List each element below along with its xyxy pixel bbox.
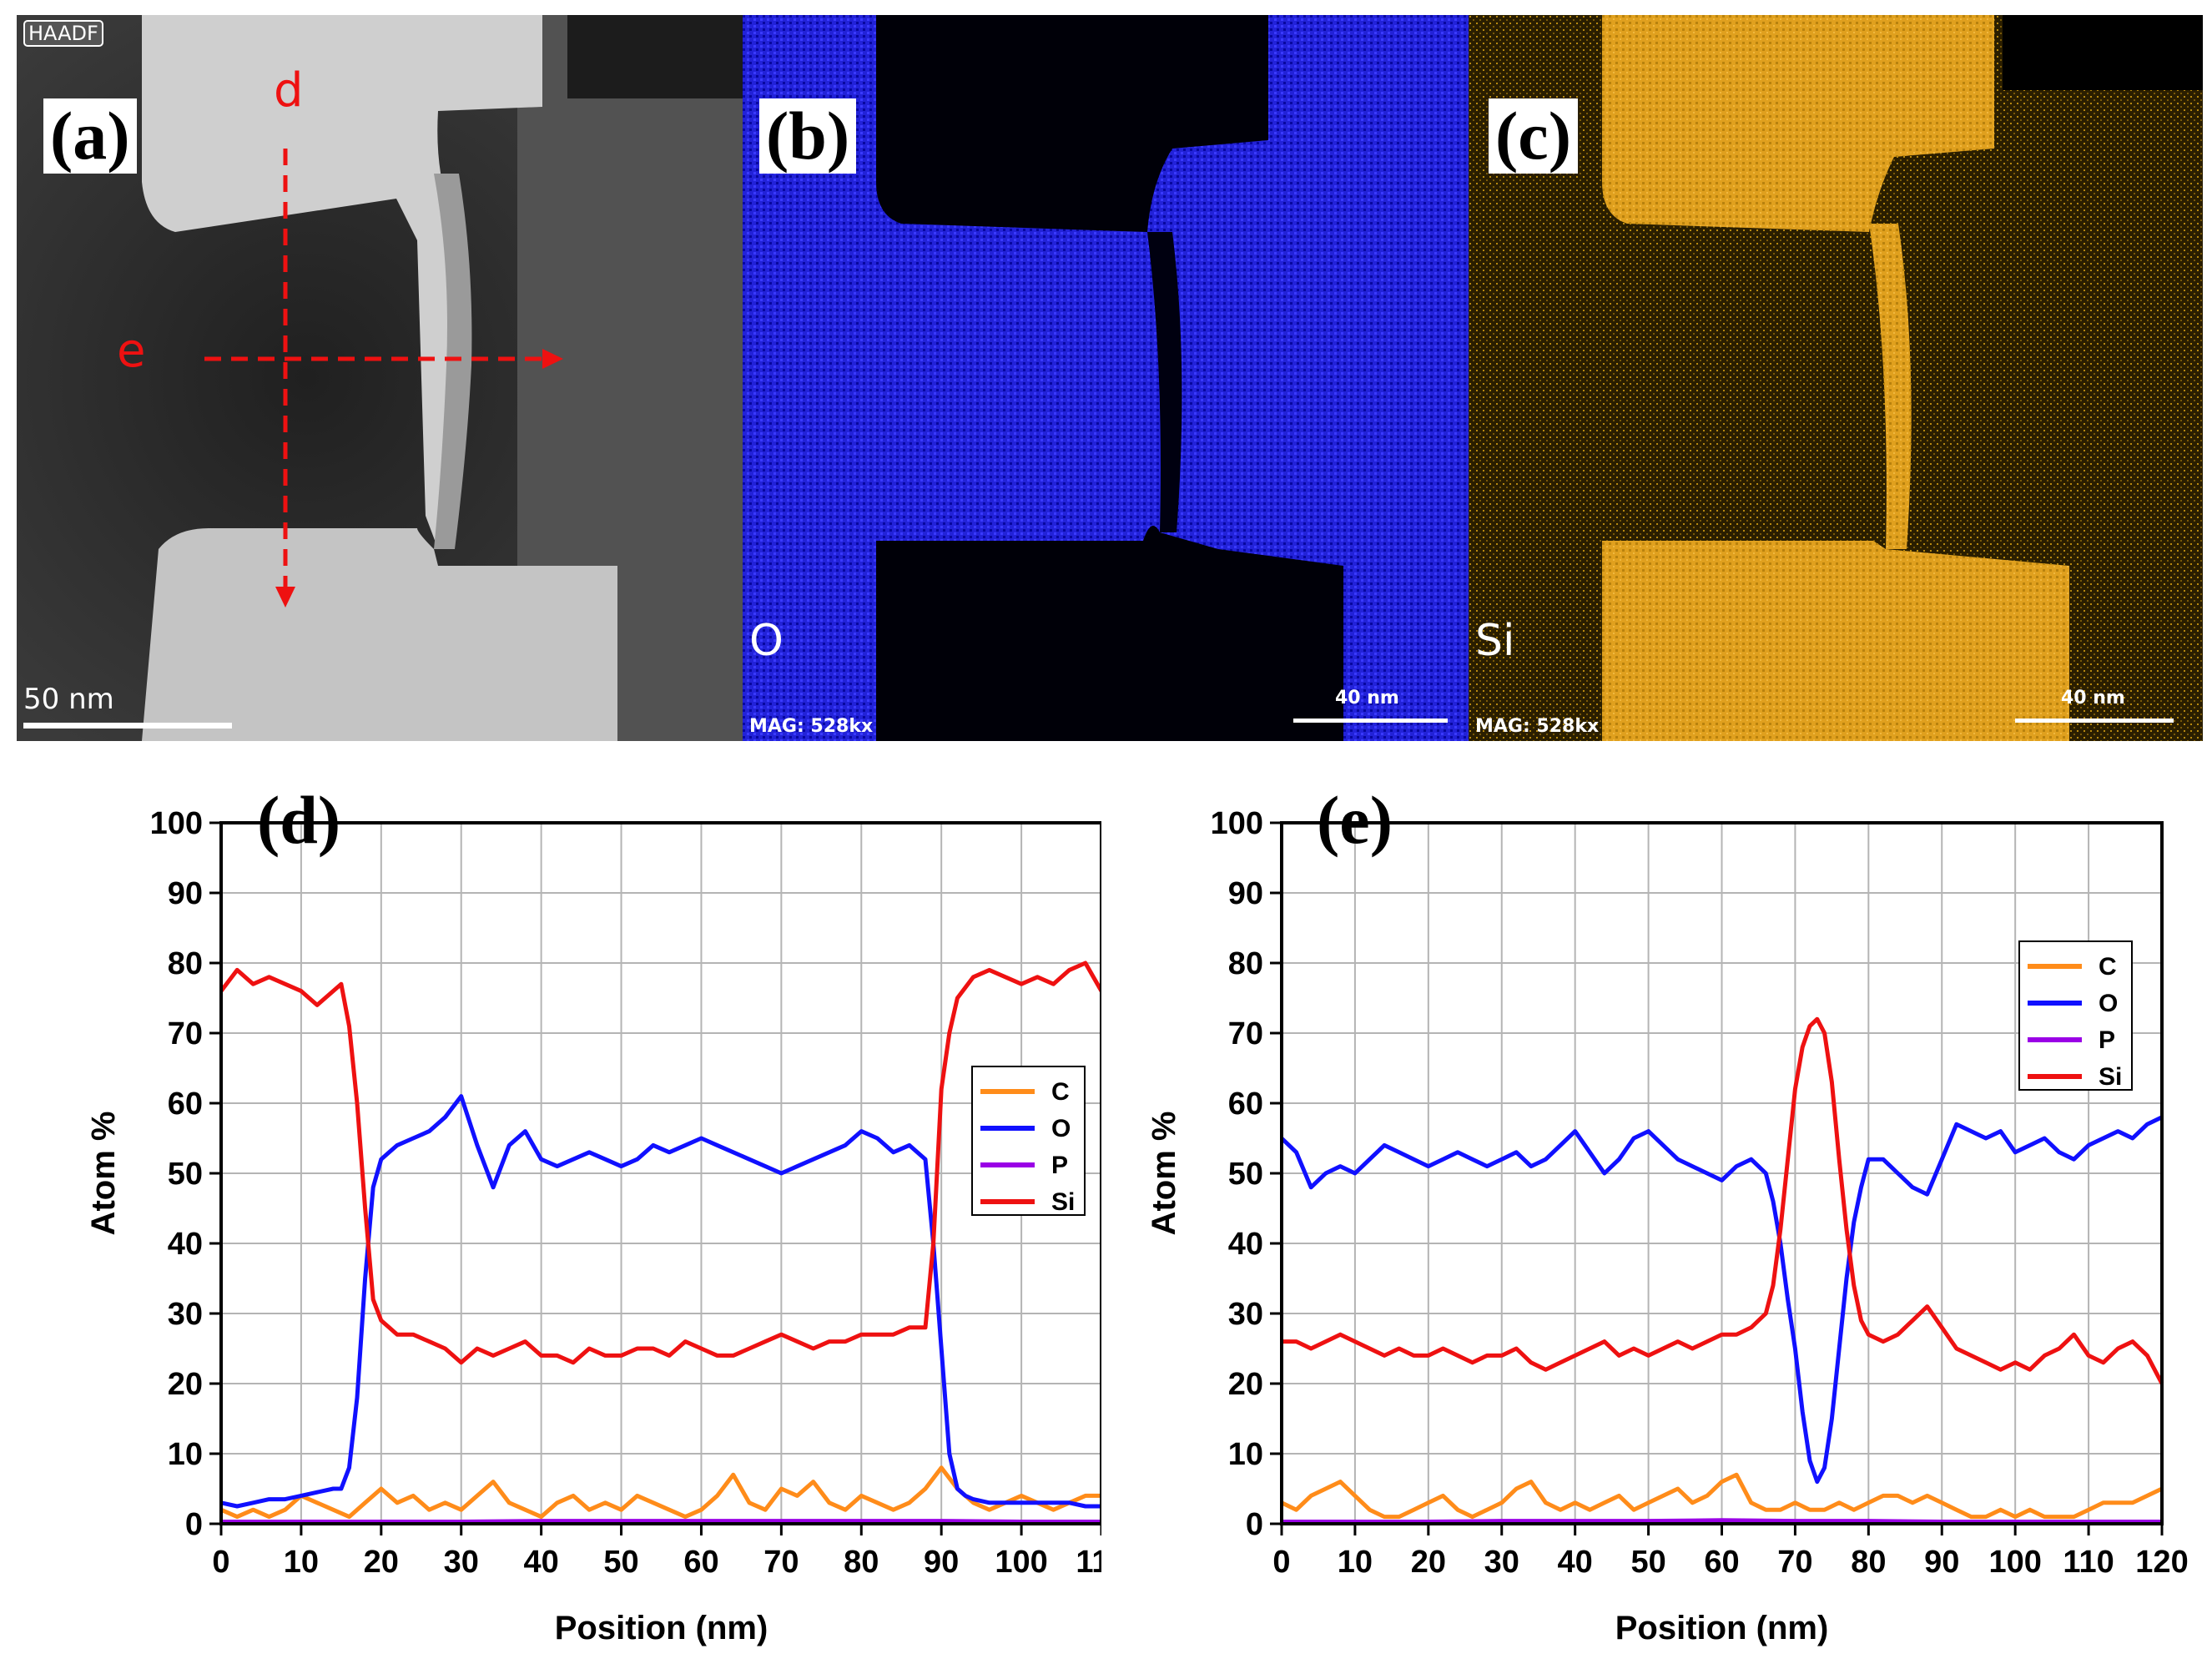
x-tick-label: 10 <box>284 1545 319 1580</box>
y-tick-label: 100 <box>1211 806 1263 841</box>
y-tick-label: 100 <box>150 806 203 841</box>
oxygen-map-image <box>743 15 1469 741</box>
line-profile-chart-d: 0 10 20 30 40 50 60 70 80 90 100 110 0 10 20 30 40 50 60 70… <box>0 751 1127 1670</box>
panel-label-b: (b) <box>759 98 857 174</box>
y-tick-label: 20 <box>168 1367 203 1402</box>
panel-label-a: (a) <box>43 98 137 174</box>
y-tick-label: 70 <box>1228 1016 1263 1051</box>
y-tick-label: 10 <box>1228 1437 1263 1472</box>
x-tick-label: 30 <box>1484 1545 1519 1580</box>
series-line-c <box>1280 1472 2164 1520</box>
x-tick-label: 0 <box>1272 1545 1290 1580</box>
y-tick-label: 0 <box>185 1507 203 1542</box>
x-tick-label: 20 <box>364 1545 399 1580</box>
x-tick-label: 80 <box>1851 1545 1886 1580</box>
x-tick-label: 100 <box>995 1545 1047 1580</box>
magnification-label: MAG: 528kx <box>749 716 874 737</box>
y-tick-label: 20 <box>1228 1367 1263 1402</box>
x-tick-label: 80 <box>844 1545 879 1580</box>
x-tick-label: 60 <box>683 1545 718 1580</box>
series-line-c <box>219 1465 1101 1520</box>
detector-label: HAADF <box>23 20 103 47</box>
y-axis-title: Atom % <box>1146 1112 1182 1236</box>
x-tick-label: 120 <box>2135 1545 2188 1580</box>
line-label-d: d <box>274 63 304 118</box>
x-tick-label: 90 <box>924 1545 959 1580</box>
x-tick-label: 10 <box>1338 1545 1373 1580</box>
element-label-si: Si <box>1475 616 1515 666</box>
arrowhead-d-icon <box>275 587 295 608</box>
x-tick-label: 70 <box>1777 1545 1812 1580</box>
magnification-label: MAG: 528kx <box>1475 716 1600 737</box>
series-line-p <box>221 1519 1101 1524</box>
y-tick-label: 60 <box>168 1087 203 1122</box>
oxygen-map-panel: (b) O MAG: 528kx 40 nm <box>743 15 1469 741</box>
legend-label-c: C <box>1051 1078 1070 1106</box>
y-tick-label: 50 <box>1228 1157 1263 1192</box>
x-tick-label: 40 <box>523 1545 558 1580</box>
legend-label-p: P <box>2099 1026 2115 1054</box>
y-tick-label: 40 <box>1228 1227 1263 1262</box>
legend-label-p: P <box>1051 1152 1068 1179</box>
panel-label-c: (c) <box>1489 98 1579 174</box>
scale-bar-label: 40 nm <box>1335 688 1399 708</box>
element-label-o: O <box>749 616 784 666</box>
y-tick-label: 30 <box>1228 1297 1263 1332</box>
scale-bar-label: 50 nm <box>23 683 114 716</box>
y-tick-label: 10 <box>168 1437 203 1472</box>
y-tick-label: 40 <box>168 1227 203 1262</box>
x-tick-label: 100 <box>1988 1545 2041 1580</box>
scale-bar <box>1293 719 1448 723</box>
series-line-p <box>1282 1518 2162 1524</box>
legend-label-si: Si <box>2099 1063 2122 1091</box>
y-tick-label: 90 <box>168 876 203 911</box>
series-line-o <box>220 1094 1101 1509</box>
x-axis-title: Position (nm) <box>1615 1610 1829 1646</box>
legend-label-o: O <box>1051 1115 1071 1142</box>
x-tick-label: 50 <box>1630 1545 1665 1580</box>
scale-bar <box>23 723 232 729</box>
x-tick-label: 0 <box>212 1545 229 1580</box>
legend-label-o: O <box>2099 990 2118 1017</box>
series-line-o <box>1280 1115 2164 1485</box>
y-tick-label: 80 <box>1228 946 1263 981</box>
series-line-si <box>1282 1016 2164 1385</box>
x-tick-label: 20 <box>1411 1545 1446 1580</box>
legend-label-c: C <box>2099 953 2117 981</box>
scale-bar-label: 40 nm <box>2061 688 2125 708</box>
y-tick-label: 30 <box>168 1297 203 1332</box>
panel-label-e: (e) <box>1317 782 1393 858</box>
line-scan-arrows <box>23 149 563 729</box>
silicon-map-image <box>1469 15 2203 741</box>
series-line-si <box>219 961 1104 1365</box>
panel-label-d: (d) <box>257 782 341 858</box>
legend-label-si: Si <box>1051 1188 1075 1216</box>
haadf-image <box>17 15 743 741</box>
x-tick-label: 30 <box>444 1545 479 1580</box>
y-axis-title: Atom % <box>85 1112 122 1236</box>
y-tick-label: 0 <box>1246 1507 1263 1542</box>
line-label-e: e <box>117 324 146 378</box>
x-tick-label: 60 <box>1704 1545 1739 1580</box>
silicon-map-panel: (c) Si MAG: 528kx 40 nm <box>1469 15 2203 741</box>
x-tick-label: 40 <box>1558 1545 1593 1580</box>
y-tick-label: 50 <box>168 1157 203 1192</box>
x-tick-label: 90 <box>1924 1545 1959 1580</box>
x-tick-label: 110 <box>2063 1545 2114 1580</box>
y-tick-label: 70 <box>168 1016 203 1051</box>
y-tick-label: 80 <box>168 946 203 981</box>
y-tick-label: 90 <box>1228 876 1263 911</box>
arrowhead-e-icon <box>542 349 563 369</box>
y-tick-label: 60 <box>1228 1087 1263 1122</box>
x-tick-label: 70 <box>763 1545 799 1580</box>
x-tick-label: 110 <box>1076 1545 1101 1580</box>
line-profile-chart-e: 0 10 20 30 40 50 60 70 80 90 100 110 120 0 10 20 30 40 50 6… <box>1101 751 2203 1670</box>
scale-bar <box>2015 719 2174 723</box>
x-axis-title: Position (nm) <box>555 1610 768 1646</box>
haadf-image-panel: HAADF (a) d e 50 nm <box>17 15 743 741</box>
x-tick-label: 50 <box>603 1545 638 1580</box>
